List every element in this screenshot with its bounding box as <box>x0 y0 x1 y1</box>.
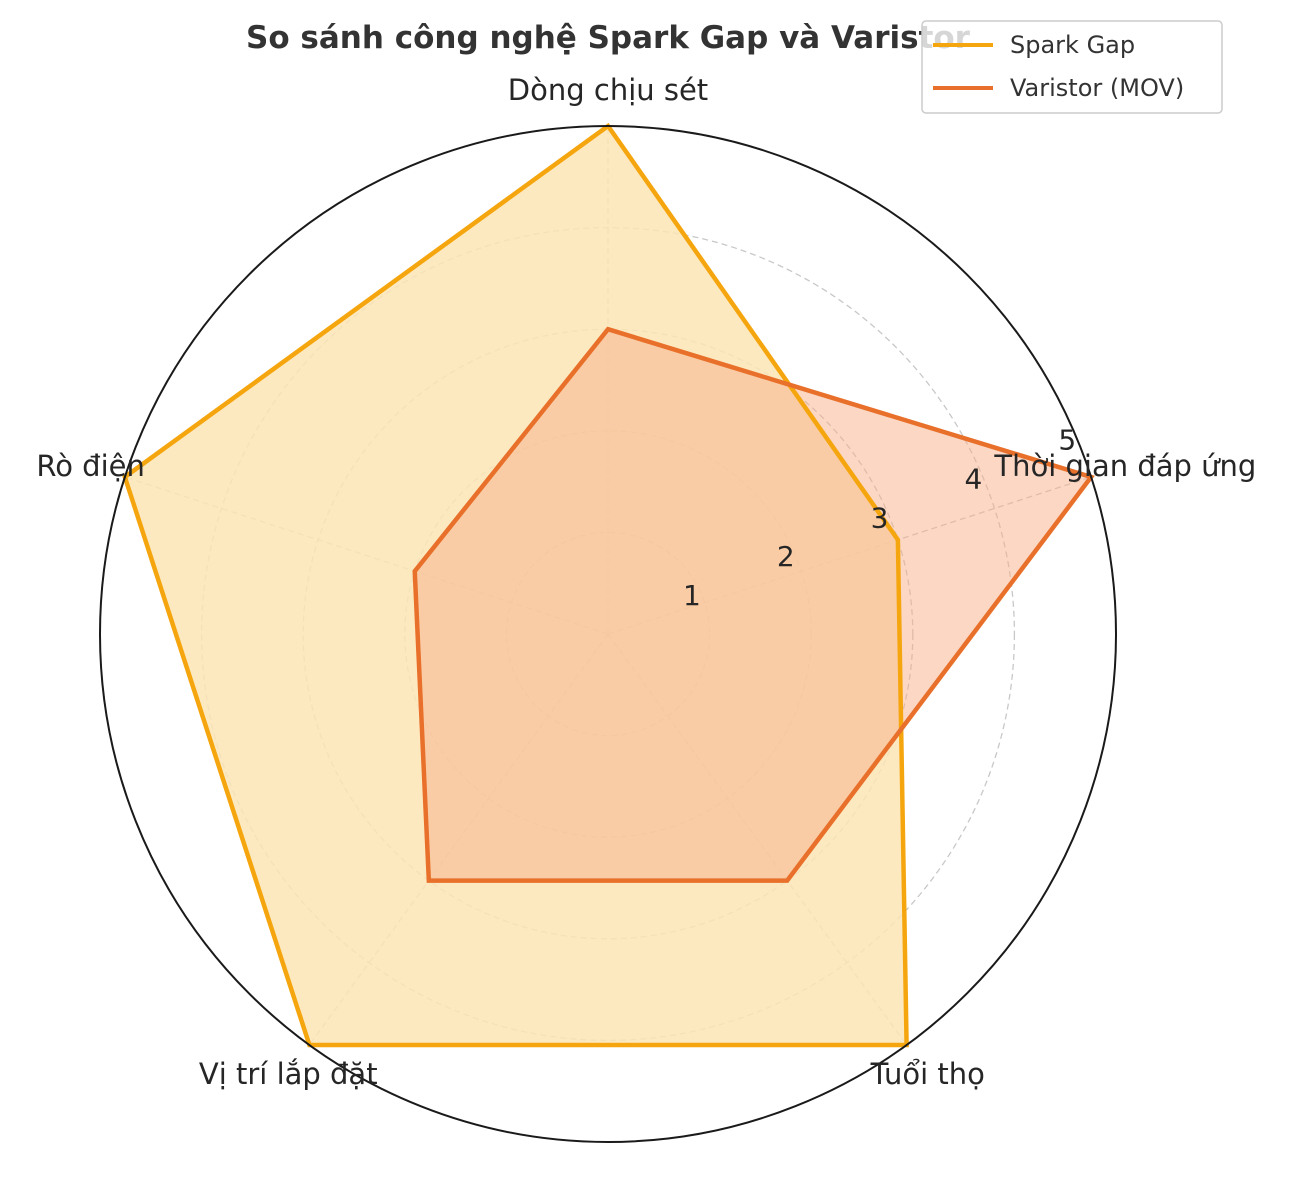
series-layer <box>122 122 1095 1048</box>
radial-tick-label: 2 <box>777 540 795 573</box>
legend-label-spark-gap: Spark Gap <box>1010 31 1135 59</box>
radial-tick-label: 1 <box>683 579 701 612</box>
chart-title: So sánh công nghệ Spark Gap và Varistor <box>246 20 971 56</box>
radial-tick-label: 3 <box>871 501 889 534</box>
series-fill <box>414 329 1092 881</box>
axis-label: Tuổi thọ <box>870 1057 985 1091</box>
radial-tick-label: 4 <box>965 462 983 495</box>
series-line <box>412 326 1095 883</box>
legend-frame <box>921 20 1223 114</box>
axis-label: Rò điện <box>36 449 145 483</box>
radial-tick-labels: 1 2 3 4 5 <box>683 424 1076 613</box>
outer-frame-circle <box>99 125 1117 1143</box>
series-line <box>122 122 909 1048</box>
legend: Spark Gap Varistor (MOV) <box>921 20 1223 114</box>
legend-label-varistor: Varistor (MOV) <box>1010 74 1184 102</box>
axis-label: Thời gian đáp ứng <box>993 449 1256 483</box>
radial-tick-label: 5 <box>1058 424 1076 457</box>
axis-labels: Dòng chịu sét Thời gian đáp ứng Tuổi thọ Vị… <box>36 73 1256 1091</box>
axis-label: Vị trí lắp đặt <box>199 1057 378 1091</box>
axis-label: Dòng chịu sét <box>508 73 708 107</box>
